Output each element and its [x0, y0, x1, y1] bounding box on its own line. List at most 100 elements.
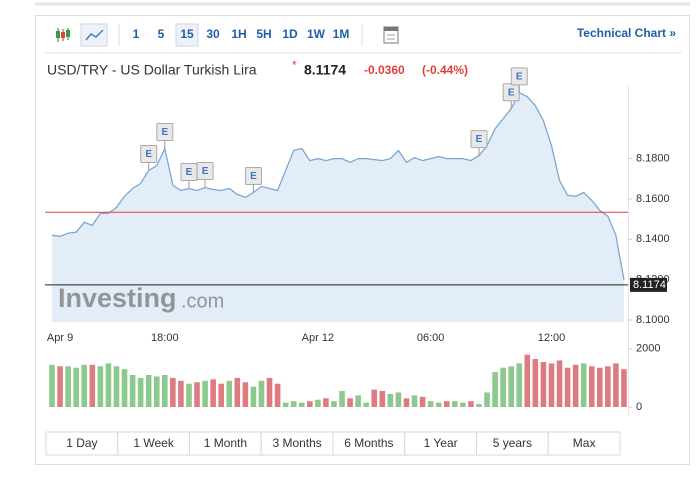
volume-bar	[307, 401, 313, 407]
range-label[interactable]: 5 years	[493, 436, 532, 450]
volume-bar	[315, 399, 321, 407]
interval-button[interactable]: 5H	[256, 27, 271, 41]
volume-bar	[129, 375, 136, 407]
price-area	[52, 92, 624, 322]
price-change-pct: (-0.44%)	[422, 63, 468, 77]
volume-bar	[274, 383, 281, 407]
last-price: 8.1174	[304, 62, 346, 78]
volume-bar	[323, 398, 329, 407]
volume-bar	[460, 402, 466, 407]
volume-bar	[170, 377, 176, 407]
volume-bar	[105, 363, 112, 407]
interval-button[interactable]: 1W	[307, 27, 326, 41]
volume-bar	[427, 401, 434, 407]
interval-button[interactable]: 30	[206, 27, 220, 41]
volume-bar	[492, 372, 498, 407]
volume-tick-label: 2000	[636, 343, 660, 355]
plot: 8.10008.12008.14008.16008.18008.1174Apr …	[45, 67, 670, 413]
volume-bar	[564, 367, 571, 407]
volume-bar	[49, 364, 55, 407]
x-tick-label: Apr 12	[302, 332, 334, 344]
event-label[interactable]: E	[476, 134, 483, 145]
y-tick-label: 8.1400	[636, 233, 670, 245]
technical-chart-link[interactable]: Technical Chart »	[577, 26, 676, 40]
volume-bar	[145, 375, 152, 407]
range-button[interactable]	[547, 431, 621, 456]
volume-bar	[282, 402, 289, 407]
price-change: -0.0360	[364, 63, 405, 77]
event-label[interactable]: E	[202, 166, 209, 177]
watermark-suffix: .com	[181, 290, 224, 312]
volume-bar	[355, 395, 361, 407]
event-label[interactable]: E	[508, 87, 515, 98]
interval-button[interactable]: 1M	[333, 27, 350, 41]
interval-button[interactable]: 1	[133, 27, 140, 41]
volume-bar	[266, 377, 273, 407]
event-marker[interactable]	[470, 130, 488, 149]
range-label[interactable]: 6 Months	[344, 436, 393, 450]
volume-bar	[621, 369, 627, 407]
range-label[interactable]: 1 Week	[133, 436, 174, 450]
volume-bar	[218, 383, 224, 407]
range-label[interactable]: 1 Month	[204, 436, 247, 450]
range-bar: 1 Day 1 Week 1 Month 3 Months 6 Months 1 Year…	[45, 431, 621, 456]
interval-active[interactable]	[175, 23, 199, 47]
realtime-star: *	[292, 58, 297, 72]
event-marker[interactable]	[140, 145, 158, 164]
interval-button[interactable]: 1D	[282, 27, 298, 41]
volume-bar	[419, 396, 426, 407]
interval-button[interactable]: 15	[180, 27, 194, 41]
volume-bar	[452, 401, 458, 407]
volume-bar	[371, 389, 378, 407]
x-tick-label: 12:00	[538, 332, 566, 344]
event-label[interactable]: E	[186, 167, 193, 178]
volume-bar	[178, 380, 184, 407]
volume-bar	[403, 398, 410, 407]
candle-icon[interactable]	[56, 28, 70, 42]
volume-bar	[186, 383, 192, 407]
volume-bar	[250, 386, 257, 407]
volume-bar	[153, 376, 160, 407]
event-label[interactable]: E	[161, 127, 168, 138]
event-label[interactable]: E	[516, 71, 523, 82]
volume-bar	[435, 402, 442, 407]
event-marker[interactable]	[196, 161, 214, 180]
area-icon	[85, 29, 104, 41]
range-label[interactable]: 3 Months	[272, 436, 321, 450]
interval-button[interactable]: 1H	[231, 27, 246, 41]
volume-bar	[516, 363, 523, 407]
interval-button[interactable]: 5	[158, 27, 165, 41]
volume-tick-label: 0	[636, 401, 642, 413]
volume-bar	[411, 395, 418, 407]
price-line	[51, 91, 625, 281]
range-label[interactable]: 1 Day	[66, 436, 97, 450]
volume-bar	[57, 366, 63, 407]
event-label[interactable]: E	[250, 171, 257, 182]
volume-bar	[580, 363, 587, 407]
volume-bar	[443, 401, 450, 407]
volume-bar	[234, 377, 241, 407]
event-marker[interactable]	[244, 166, 262, 185]
calendar-icon[interactable]	[383, 26, 399, 44]
volume-bar	[242, 382, 249, 407]
range-label[interactable]: 1 Year	[424, 436, 458, 450]
volume-bar	[556, 360, 563, 407]
volume-bar	[572, 364, 579, 407]
volume-bar	[524, 354, 531, 407]
volume-bar	[97, 366, 104, 407]
range-label[interactable]: Max	[573, 436, 596, 450]
event-label[interactable]: E	[145, 149, 152, 160]
event-marker[interactable]	[156, 123, 174, 142]
event-marker[interactable]	[510, 67, 528, 86]
volume-bar	[395, 392, 402, 407]
volume-bar	[89, 364, 96, 407]
volume-bar	[258, 380, 265, 407]
watermark-brand: Investing	[58, 283, 177, 313]
volume-bar	[468, 401, 474, 407]
volume-bar	[65, 366, 71, 407]
volume-bar	[540, 361, 547, 407]
x-tick-label: Apr 9	[47, 332, 73, 344]
volume-bar	[500, 367, 506, 407]
volume-bar	[387, 393, 394, 407]
